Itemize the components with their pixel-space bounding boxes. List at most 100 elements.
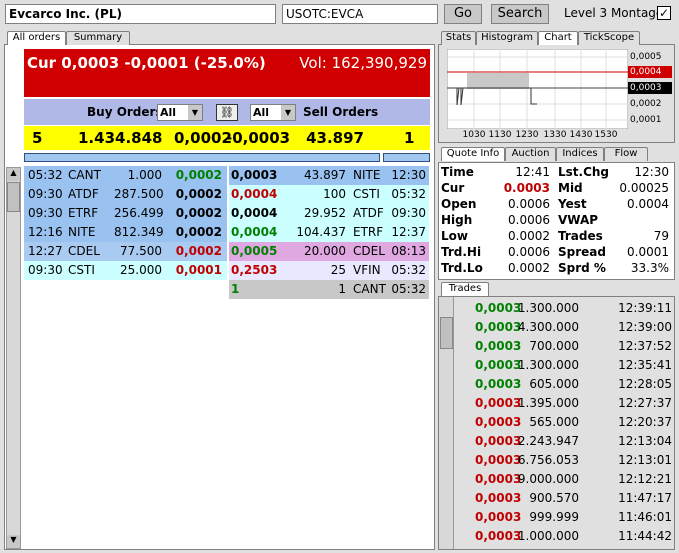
quote-label: Trd.Lo xyxy=(441,261,483,275)
trade-size: 1.300.000 xyxy=(517,358,579,372)
trade-price: 0,0003 xyxy=(475,453,522,467)
y-label: 0,0002 xyxy=(630,99,662,109)
y-label: 0,0001 xyxy=(630,115,662,125)
quote-label: Trades xyxy=(558,229,603,243)
trade-time: 11:44:42 xyxy=(618,529,672,543)
quote-label: Lst.Chg xyxy=(558,165,610,179)
buy-orders-label: Buy Orders xyxy=(87,105,163,119)
trade-time: 12:37:52 xyxy=(618,339,672,353)
trade-size: 2.243.947 xyxy=(517,434,579,448)
trade-price: 0,0003 xyxy=(475,396,522,410)
trades-tab[interactable]: Trades xyxy=(441,282,489,296)
quote-label: Time xyxy=(441,165,474,179)
symbol-input[interactable]: USOTC:EVCA xyxy=(282,4,438,24)
quote-value: 0.0006 xyxy=(508,213,550,227)
order-time: 05:32 xyxy=(391,263,426,277)
quote-value: 0.0001 xyxy=(627,245,669,259)
quote-label: Cur xyxy=(441,181,465,195)
sell-filter-select[interactable]: All ▼ xyxy=(250,104,296,121)
quote-value: 79 xyxy=(653,229,669,243)
banner xyxy=(24,49,430,97)
link-icon[interactable]: ⛓ xyxy=(216,104,238,121)
order-time: 12:30 xyxy=(391,168,426,182)
order-row: 09:30 CSTI 25.000 0,0001 xyxy=(24,261,227,280)
order-size: 256.499 xyxy=(114,206,164,220)
scroll-thumb xyxy=(440,317,453,349)
tab[interactable]: Quote Info xyxy=(441,147,505,161)
buy-filter-select[interactable]: All ▼ xyxy=(157,104,203,121)
sell-table: 0,0003 43.897 NITE 12:30 0,0004 100 CSTI 05:32 0… xyxy=(229,166,429,306)
tab[interactable]: Flow xyxy=(604,147,648,161)
sell-filter-value: All xyxy=(253,106,270,119)
order-price: 0,0002 xyxy=(175,187,222,201)
order-time: 05:32 xyxy=(28,168,63,182)
order-time: 05:32 xyxy=(391,282,426,296)
quote-label: Trd.Hi xyxy=(441,245,482,259)
company-field[interactable]: Evcarco Inc. (PL) xyxy=(5,4,276,24)
trade-price: 0,0003 xyxy=(475,339,522,353)
order-price: 0,0002 xyxy=(175,168,222,182)
summary-row: 5 1.434.848 0,0002 -0,0003 43.897 1 xyxy=(24,126,430,150)
scrollbar[interactable]: ▲ ▼ xyxy=(6,167,21,549)
quote-label: Open xyxy=(441,197,477,211)
scrollbar[interactable] xyxy=(439,297,454,549)
tab[interactable]: Histogram xyxy=(476,31,538,45)
order-size: 43.897 xyxy=(304,168,346,182)
quote-value: 0.0003 xyxy=(503,181,550,195)
order-row: 0,0003 43.897 NITE 12:30 xyxy=(229,166,429,185)
tab[interactable]: Chart xyxy=(538,31,578,45)
quote-value: 0.0002 xyxy=(508,229,550,243)
quote-value: 12:41 xyxy=(515,165,550,179)
order-mm: VFIN xyxy=(353,263,381,277)
trade-size: 6.756.053 xyxy=(517,453,579,467)
tab[interactable]: All orders xyxy=(7,31,66,45)
order-row: 0,2503 25 VFIN 05:32 xyxy=(229,261,429,280)
order-mm: CDEL xyxy=(353,244,385,258)
trade-price: 0,0003 xyxy=(475,491,522,505)
order-row: 05:32 CANT 1.000 0,0002 xyxy=(24,166,227,185)
tab[interactable]: Indices xyxy=(556,147,604,161)
trade-time: 12:13:04 xyxy=(618,434,672,448)
order-size: 812.349 xyxy=(114,225,164,239)
trades-list: 0,0003 1.300.000 12:39:11 0,0003 4.300.000 12… xyxy=(438,296,675,550)
y-label: 0,0005 xyxy=(630,52,662,62)
tab[interactable]: TickScope xyxy=(578,31,640,45)
trade-price: 0,0003 xyxy=(475,510,522,524)
tab[interactable]: Summary xyxy=(66,31,130,45)
trade-time: 11:46:01 xyxy=(618,510,672,524)
order-size: 25 xyxy=(330,263,346,277)
quote-value: 12:30 xyxy=(634,165,669,179)
trade-price: 0,0003 xyxy=(475,434,522,448)
search-button[interactable]: Search xyxy=(491,4,549,24)
quote-label: Spread xyxy=(558,245,606,259)
order-time: 09:30 xyxy=(28,206,63,220)
trade-size: 1.300.000 xyxy=(517,301,579,315)
trade-price: 0,0003 xyxy=(475,377,522,391)
order-time: 09:30 xyxy=(28,263,63,277)
order-price: 0,0003 xyxy=(231,168,278,182)
x-label: 1230 xyxy=(515,130,539,140)
quote-label: Yest xyxy=(558,197,587,211)
order-size: 104.437 xyxy=(296,225,346,239)
trade-price: 0,0003 xyxy=(475,472,522,486)
quote-label: High xyxy=(441,213,473,227)
trade-price: 0,0003 xyxy=(475,529,522,543)
order-mm: CANT xyxy=(353,282,386,296)
quote-label: VWAP xyxy=(558,213,599,227)
order-row: 0,0005 20.000 CDEL 08:13 xyxy=(229,242,429,261)
tab[interactable]: Auction xyxy=(505,147,556,161)
order-price: 0,0001 xyxy=(175,263,222,277)
order-mm: ETRF xyxy=(68,206,99,220)
order-price: 1 xyxy=(231,282,240,296)
x-label: 1530 xyxy=(594,130,618,140)
montage-checkbox[interactable]: ✓ xyxy=(657,6,671,20)
order-row: 0,0004 104.437 ETRF 12:37 xyxy=(229,223,429,242)
quote-value: 33.3% xyxy=(630,261,669,275)
order-mm: ATDF xyxy=(353,206,384,220)
go-button[interactable]: Go xyxy=(444,4,482,24)
summary-value: 5 xyxy=(32,129,43,147)
tab[interactable]: Stats xyxy=(441,31,476,45)
order-price: 0,0004 xyxy=(231,225,278,239)
quote-label: Low xyxy=(441,229,468,243)
trade-size: 900.570 xyxy=(529,491,579,505)
